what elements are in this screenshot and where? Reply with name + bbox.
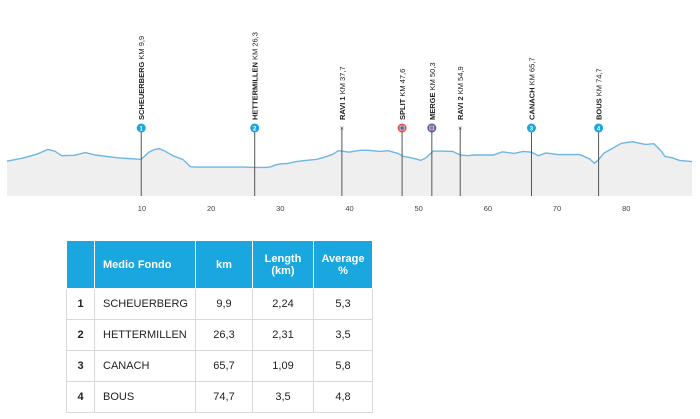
marker-name: HETTERMILLEN <box>251 60 260 120</box>
marker-name: MERGE <box>428 90 437 120</box>
row-length: 3,5 <box>252 381 314 413</box>
row-km: 26,3 <box>195 319 253 351</box>
row-km: 74,7 <box>195 381 253 413</box>
marker-label: BOUS KM 74,7 <box>595 68 604 120</box>
x-tick-label: 50 <box>415 204 423 213</box>
header-average: Average % <box>313 240 373 289</box>
ravito-cross-icon: × <box>340 126 344 133</box>
marker-name: SPLIT <box>398 97 407 120</box>
flag-inner-icon <box>429 125 435 131</box>
climb-number-icon <box>526 123 536 133</box>
climb-number-label: 1 <box>140 126 144 132</box>
climb-number-label: 2 <box>253 126 257 132</box>
row-length: 1,09 <box>252 350 314 382</box>
x-tick-label: 30 <box>276 204 284 213</box>
elevation-line <box>6 140 693 169</box>
marker-name: SCHEUERBERG <box>137 60 146 120</box>
x-tick-label: 20 <box>207 204 215 213</box>
table-row: 2 HETTERMILLEN 26,3 2,31 3,5 <box>66 319 373 351</box>
row-index: 1 <box>66 288 95 320</box>
climb-number-label: 3 <box>530 126 534 132</box>
row-length: 2,24 <box>252 288 314 320</box>
climb-number-icon <box>594 123 604 133</box>
marker-label: HETTERMILLEN KM 26,3 <box>251 32 260 120</box>
row-average: 5,3 <box>313 288 373 320</box>
row-length: 2,31 <box>252 319 314 351</box>
row-climb-name: CANACH <box>94 350 196 382</box>
elevation-profile-chart: 1 SCHEUERBERG KM 9,9 2 HETTERMILLEN KM 26,3… <box>6 32 693 213</box>
marker-name: CANACH <box>527 85 536 120</box>
table-header-row: Medio Fondo km Length (km) Average % <box>66 240 373 289</box>
row-km: 9,9 <box>195 288 253 320</box>
header-index <box>66 240 95 289</box>
climb-number-icon <box>136 123 146 133</box>
header-medio-fondo: Medio Fondo <box>94 240 196 289</box>
row-km: 65,7 <box>195 350 253 382</box>
ravito-cross-icon: × <box>458 126 462 133</box>
marker-km: KM 74,7 <box>595 68 604 96</box>
x-tick-label: 10 <box>138 204 146 213</box>
row-index: 3 <box>66 350 95 382</box>
marker-km: KM 50,3 <box>428 62 437 90</box>
marker-km: KM 26,3 <box>251 32 260 60</box>
row-index: 2 <box>66 319 95 351</box>
marker-km: KM 9,9 <box>137 36 146 60</box>
marker-km: KM 54,9 <box>456 66 465 94</box>
row-average: 4,8 <box>313 381 373 413</box>
marker-label: RAVI 1 KM 37,7 <box>338 66 347 120</box>
row-climb-name: HETTERMILLEN <box>94 319 196 351</box>
x-tick-label: 80 <box>622 204 630 213</box>
row-average: 5,8 <box>313 350 373 382</box>
marker-km: KM 47,6 <box>398 69 407 97</box>
header-length: Length (km) <box>252 240 314 289</box>
table-row: 1 SCHEUERBERG 9,9 2,24 5,3 <box>66 288 373 320</box>
x-tick-label: 70 <box>553 204 561 213</box>
row-average: 3,5 <box>313 319 373 351</box>
marker-km: KM 65,7 <box>527 57 536 85</box>
header-km: km <box>195 240 253 289</box>
elevation-area <box>7 141 692 196</box>
climbs-table: Medio Fondo km Length (km) Average % 1 S… <box>66 240 373 413</box>
marker-label: SCHEUERBERG KM 9,9 <box>137 36 146 120</box>
row-climb-name: SCHEUERBERG <box>94 288 196 320</box>
marker-km: KM 37,7 <box>338 66 347 94</box>
climb-number-label: 4 <box>597 126 601 132</box>
marker-name: BOUS <box>595 96 604 120</box>
x-tick-label: 40 <box>345 204 353 213</box>
marker-name: RAVI 1 <box>338 94 347 120</box>
table-row: 4 BOUS 74,7 3,5 4,8 <box>66 381 373 413</box>
marker-label: SPLIT KM 47,6 <box>398 69 407 120</box>
x-tick-label: 60 <box>484 204 492 213</box>
marker-label: MERGE KM 50,3 <box>428 62 437 120</box>
flag-inner-icon <box>399 125 405 131</box>
marker-label: RAVI 2 KM 54,9 <box>456 66 465 120</box>
marker-name: RAVI 2 <box>456 94 465 120</box>
climb-number-icon <box>250 123 260 133</box>
marker-label: CANACH KM 65,7 <box>527 57 536 120</box>
table-row: 3 CANACH 65,7 1,09 5,8 <box>66 350 373 382</box>
row-index: 4 <box>66 381 95 413</box>
row-climb-name: BOUS <box>94 381 196 413</box>
